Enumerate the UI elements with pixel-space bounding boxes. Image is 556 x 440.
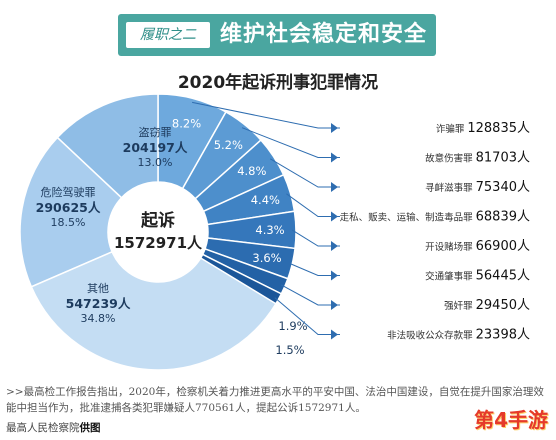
- slice-label-2: 故意伤害罪 81703人: [425, 151, 530, 166]
- left-slice-2: [19, 136, 123, 288]
- slice-percent-4: 4.4%: [251, 193, 280, 207]
- slice-label-3: 寻衅滋事罪 75340人: [425, 180, 530, 195]
- slice-label-8: 非法吸收公众存款罪 23398人: [387, 328, 530, 343]
- label-bg-5: [340, 237, 534, 256]
- slice-percent-5: 4.3%: [255, 223, 284, 237]
- leader-arrow-7: [331, 300, 338, 310]
- label-bg-4: [340, 207, 534, 227]
- site-watermark: 第4手游: [474, 408, 548, 432]
- section-banner: 履职之二 维护社会稳定和安全: [118, 14, 436, 56]
- leader-arrow-6: [331, 270, 338, 281]
- slice-percent-1: 8.2%: [172, 117, 201, 131]
- label-bg-8: [340, 325, 534, 345]
- report-excerpt: >>最高检工作报告指出，2020年，检察机关着力推进更高水平的平安中国、法治中国…: [6, 386, 544, 414]
- section-tag: 履职之二: [126, 22, 210, 48]
- leader-arrow-8: [331, 329, 338, 340]
- credit-suffix: 供图: [79, 422, 101, 434]
- left-slice-value-3: 547239人: [66, 296, 131, 311]
- donut-hole: [110, 184, 206, 280]
- leader-arrow-3: [331, 182, 338, 192]
- slice-label-1: 诈骗罪 128835人: [436, 121, 530, 136]
- left-slice-value-1: 204197人: [123, 140, 188, 155]
- leader-arrow-1: [331, 123, 338, 133]
- slice-label-5: 开设赌场罪 66900人: [425, 239, 530, 254]
- leader-arrow-2: [331, 152, 338, 163]
- center-label: 起诉: [140, 210, 175, 231]
- left-slice-name-2: 危险驾驶罪: [41, 185, 96, 199]
- slice-percent-3: 4.8%: [237, 164, 266, 178]
- label-bg-2: [340, 148, 534, 168]
- slice-label-6: 交通肇事罪 56445人: [425, 269, 530, 284]
- slice-label-7: 强奸罪 29450人: [444, 298, 530, 313]
- label-bg-7: [340, 296, 534, 315]
- image-credit: 最高人民检察院供图: [6, 420, 101, 435]
- slice-percent-8: 1.5%: [275, 343, 304, 357]
- label-bg-1: [340, 119, 534, 138]
- left-slice-1: [56, 93, 159, 199]
- leader-arrow-4: [331, 211, 338, 222]
- center-total: 1572971人: [114, 234, 203, 252]
- chart-title: 2020年起诉刑事犯罪情况: [177, 73, 379, 93]
- slice-percent-6: 3.6%: [252, 251, 281, 265]
- slice-percent-2: 5.2%: [214, 138, 243, 152]
- label-bg-6: [340, 266, 534, 286]
- left-slice-3: [30, 250, 277, 371]
- left-slice-name-1: 盗窃罪: [139, 125, 172, 139]
- left-slice-value-2: 290625人: [36, 200, 101, 215]
- label-bg-3: [340, 178, 534, 197]
- slice-label-4: 走私、贩卖、运输、制造毒品罪 68839人: [340, 210, 530, 225]
- left-slice-percent-1: 13.0%: [138, 156, 173, 169]
- section-title: 维护社会稳定和安全: [220, 22, 428, 47]
- left-slice-percent-3: 34.8%: [81, 312, 116, 325]
- left-slice-name-3: 其他: [87, 282, 109, 295]
- leader-arrow-5: [331, 241, 338, 251]
- credit-source: 最高人民检察院: [6, 422, 80, 434]
- left-slice-percent-2: 18.5%: [51, 216, 86, 229]
- slice-percent-7: 1.9%: [278, 319, 307, 333]
